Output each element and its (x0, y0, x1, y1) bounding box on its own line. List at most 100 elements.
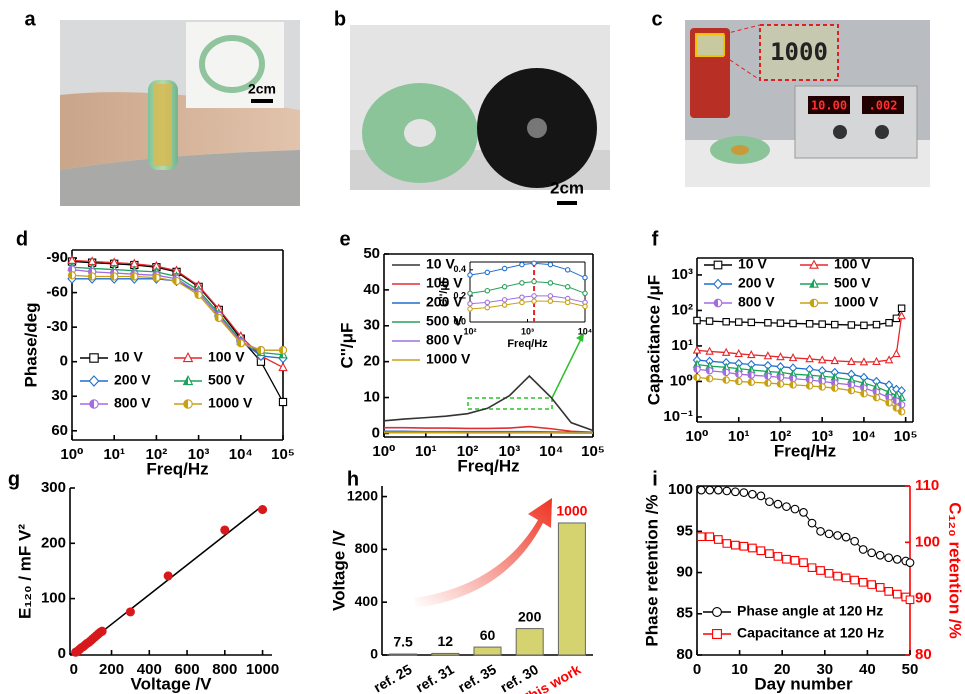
y-axis-label: E₁₂₀ / mF V² (15, 524, 34, 619)
y2-axis-label: C₁₂₀ retention /% (946, 502, 965, 639)
legend-label: 500 V (834, 275, 871, 291)
y-tick-label: 200 (41, 534, 66, 551)
marker (876, 551, 884, 559)
marker (532, 261, 536, 265)
x-tick-label: 800 (212, 661, 237, 678)
photo-b: 2cm (350, 25, 610, 205)
marker (832, 321, 838, 327)
marker (859, 579, 867, 587)
photo-c: 1000 10.00 .002 (685, 20, 930, 187)
x-tick-label: 10¹ (415, 443, 437, 460)
x-tick-label: 10⁴ (229, 446, 253, 463)
y-axis-label: C''/μF (438, 277, 450, 307)
marker (819, 384, 825, 390)
marker (89, 376, 98, 386)
marker (842, 574, 850, 582)
marker (832, 385, 838, 391)
marker (817, 528, 825, 536)
marker (485, 300, 489, 304)
y-tick-label: 10⁰ (670, 372, 693, 389)
legend-label: 10 V (426, 256, 455, 272)
marker (706, 368, 712, 374)
marker (777, 374, 783, 380)
panel-label: b (334, 8, 346, 30)
photo-a: 2cm (60, 20, 300, 206)
marker (694, 317, 700, 323)
multimeter-screen (696, 34, 724, 56)
x-tick-label: 10⁵ (894, 428, 918, 445)
marker (851, 576, 859, 584)
marker (851, 537, 859, 545)
marker (898, 305, 904, 311)
marker (861, 391, 867, 397)
value-label: 12 (438, 633, 454, 649)
marker (777, 320, 783, 326)
marker (532, 299, 536, 303)
x-tick-label: 10⁰ (60, 446, 83, 463)
marker (893, 350, 900, 356)
marker (279, 363, 287, 370)
marker (706, 375, 712, 381)
coil-core (731, 145, 749, 155)
marker (749, 490, 757, 498)
disc-hole (527, 118, 547, 138)
y-tick-label: 0.2 (453, 290, 466, 300)
marker (468, 307, 472, 311)
y-tick-label: 30 (363, 317, 380, 334)
marker (173, 277, 180, 284)
y-tick-label: 10⁻¹ (663, 408, 693, 425)
panel-label: e (339, 228, 350, 250)
y-tick-label: 0.4 (453, 264, 466, 274)
value-label: 200 (518, 608, 542, 624)
marker (757, 492, 765, 500)
marker (714, 279, 722, 288)
marker (774, 500, 782, 508)
legend-label: Capacitance at 120 Hz (737, 625, 884, 641)
page: {"photos": [ {"panel": "a", "scale_label… (0, 0, 965, 694)
legend-label: 200 V (738, 275, 775, 291)
x-tick-label: 10² (463, 327, 476, 337)
legend-label: Phase angle at 120 Hz (737, 603, 883, 619)
marker (89, 273, 96, 280)
marker (885, 588, 893, 596)
marker (859, 546, 867, 554)
panel-label: f (652, 228, 659, 250)
marker (791, 557, 799, 565)
legend-label: 1000 V (426, 351, 471, 367)
marker (257, 347, 264, 354)
marker (502, 298, 506, 302)
y-tick-label: 10³ (671, 266, 693, 283)
marker (834, 532, 842, 540)
series-line (72, 275, 283, 350)
zoom-reading: 1000 (770, 38, 828, 66)
marker (520, 295, 524, 299)
marker (766, 550, 774, 558)
x-tick-label: 10 (731, 661, 748, 678)
marker (806, 321, 812, 327)
marker (259, 506, 267, 514)
marker (806, 383, 812, 389)
marker (766, 498, 774, 506)
coil-hole (404, 119, 436, 147)
marker (195, 291, 202, 298)
y-tick-label: 90 (676, 564, 693, 581)
marker (713, 630, 722, 639)
marker (765, 320, 771, 326)
y-tick-label: -90 (46, 249, 68, 266)
legend-label: 10 V (738, 256, 767, 272)
marker (468, 273, 472, 277)
x-tick-label: 10⁰ (685, 428, 708, 445)
marker (68, 272, 75, 279)
y-tick-label: 0 (60, 353, 68, 370)
panel-label: i (652, 468, 658, 490)
x-tick-label: 10⁴ (578, 327, 592, 337)
marker (748, 319, 754, 325)
marker (532, 294, 536, 298)
legend-label: 10 V (114, 349, 143, 365)
marker (765, 373, 771, 379)
marker (736, 319, 742, 325)
marker (520, 262, 524, 266)
legend-label: 500 V (208, 372, 245, 388)
y-axis-label: Capacitance /μF (644, 275, 663, 405)
marker (548, 294, 552, 298)
